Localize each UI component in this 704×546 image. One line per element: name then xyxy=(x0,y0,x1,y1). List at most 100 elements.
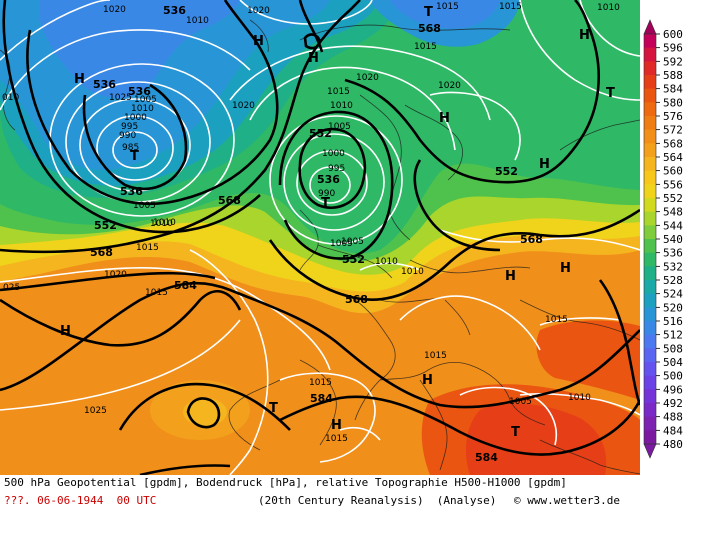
geopotential-contours xyxy=(0,0,640,475)
legend-value-label: 592 xyxy=(663,55,683,68)
isobar-label: 1015 xyxy=(424,351,447,361)
isobar-label: 1005 xyxy=(134,95,157,105)
high-center-label: H xyxy=(253,34,264,49)
legend-value-label: 480 xyxy=(663,438,683,451)
geopotential-label: 584 xyxy=(475,451,498,464)
legend-value-label: 508 xyxy=(663,342,683,355)
geopotential-label: 568 xyxy=(345,293,368,306)
isobar-label: 1010 xyxy=(597,3,620,13)
high-center-label: H xyxy=(60,324,71,339)
legend-swatch xyxy=(644,430,656,445)
isobar-label: 990 xyxy=(119,131,136,141)
legend-value-label: 512 xyxy=(663,329,683,342)
isobar-label: 1000 xyxy=(322,149,345,159)
legend-value-label: 568 xyxy=(663,137,683,150)
isobar-label: 1025 xyxy=(109,93,132,103)
isobar-label: 1005 xyxy=(509,397,532,407)
geopotential-labels: 536 536 536 536 536 552 552 552 552 568 … xyxy=(90,4,543,464)
legend-swatch xyxy=(644,334,656,349)
isobar-label: 1010 xyxy=(375,257,398,267)
high-center-label: H xyxy=(308,51,319,66)
geopotential-label: 568 xyxy=(418,22,441,35)
legend-value-label: 528 xyxy=(663,274,683,287)
legend-swatch xyxy=(644,293,656,308)
legend-swatch xyxy=(644,348,656,363)
legend-bottom-arrow xyxy=(643,443,657,459)
legend-value-label: 556 xyxy=(663,178,683,191)
isobar-label: 1015 xyxy=(136,243,159,253)
isobar-label: 1010 xyxy=(568,393,591,403)
geopotential-label: 584 xyxy=(310,392,333,405)
legend-top-arrow xyxy=(643,19,657,35)
isobar-label: 1015 xyxy=(499,2,522,12)
isobar-label: 990 xyxy=(318,189,335,199)
legend-swatch xyxy=(644,225,656,240)
legend-value-label: 492 xyxy=(663,397,683,410)
legend-value-label: 560 xyxy=(663,165,683,178)
low-center-label: T xyxy=(606,86,615,101)
legend-value-label: 552 xyxy=(663,192,683,205)
geopotential-label: 552 xyxy=(309,127,332,140)
geopotential-label: 584 xyxy=(174,279,197,292)
legend-value-label: 500 xyxy=(663,370,683,383)
geopotential-label: 536 xyxy=(120,185,143,198)
legend-swatch xyxy=(644,198,656,213)
geopotential-label: 536 xyxy=(93,78,116,91)
legend-value-label: 516 xyxy=(663,315,683,328)
isobar-label: 1015 xyxy=(436,2,459,12)
high-center-label: H xyxy=(560,261,571,276)
legend-swatch xyxy=(644,129,656,144)
legend-swatch xyxy=(644,252,656,267)
legend-swatch xyxy=(644,266,656,281)
pressure-labels: 1010 1020 1015 1020 1020 1015 1010 1005 … xyxy=(2,2,620,444)
legend-swatch xyxy=(644,389,656,404)
geopotential-label: 536 xyxy=(317,173,340,186)
legend-value-label: 548 xyxy=(663,206,683,219)
isobar-label: 1015 xyxy=(325,434,348,444)
low-center-label: T xyxy=(511,425,520,440)
legend-value-label: 588 xyxy=(663,69,683,82)
color-scale-legend: 600 596 592 588 584 580 576 572 568 564 560 556 552 5… xyxy=(640,0,704,475)
legend-swatch xyxy=(644,47,656,62)
analysis-date: ???. 06-06-1944 00 UTC xyxy=(4,494,157,507)
high-center-label: H xyxy=(331,418,342,433)
legend-value-label: 488 xyxy=(663,411,683,424)
legend-swatch xyxy=(644,61,656,76)
legend-swatch xyxy=(644,184,656,199)
legend-value-label: 580 xyxy=(663,96,683,109)
isobar-label: 1020 xyxy=(104,270,127,280)
isobar-label: 1005 xyxy=(133,201,156,211)
isobar-label: 1010 xyxy=(330,101,353,111)
isobar-label: 1010 xyxy=(150,219,173,229)
legend-swatch xyxy=(644,102,656,117)
legend-value-label: 520 xyxy=(663,301,683,314)
legend-swatch xyxy=(644,307,656,322)
legend-svg: 6005965925885845805765725685645605565525… xyxy=(643,19,683,459)
legend-swatch xyxy=(644,375,656,390)
legend-value-label: 544 xyxy=(663,219,683,232)
isobar-label: 995 xyxy=(121,122,138,132)
legend-swatch xyxy=(644,157,656,172)
legend-value-label: 596 xyxy=(663,42,683,55)
isobar-label: 1005 xyxy=(341,237,364,247)
pressure-centers: T T T T T T H H H H H H H H H H H xyxy=(60,5,615,440)
high-center-label: H xyxy=(539,157,550,172)
isobar-label: 010 xyxy=(2,93,19,103)
caption-row: ???. 06-06-1944 00 UTC (20th Century Rea… xyxy=(4,494,704,510)
isobar-label: 1015 xyxy=(145,288,168,298)
isobar-label: 1015 xyxy=(309,378,332,388)
geopotential-label: 536 xyxy=(163,4,186,17)
low-center-label: T xyxy=(269,401,278,416)
geopotential-label: 568 xyxy=(218,194,241,207)
legend-value-label: 584 xyxy=(663,83,683,96)
credit-link[interactable]: © www.wetter3.de xyxy=(514,494,620,507)
high-center-label: H xyxy=(505,269,516,284)
isobar-label: 1010 xyxy=(131,104,154,114)
legend-value-label: 496 xyxy=(663,383,683,396)
isobar-label: 1015 xyxy=(545,315,568,325)
legend-swatch xyxy=(644,170,656,185)
high-center-label: H xyxy=(439,111,450,126)
isobar-label: 1020 xyxy=(438,81,461,91)
low-center-label: T xyxy=(130,149,139,164)
isobar-label: 1010 xyxy=(401,267,424,277)
